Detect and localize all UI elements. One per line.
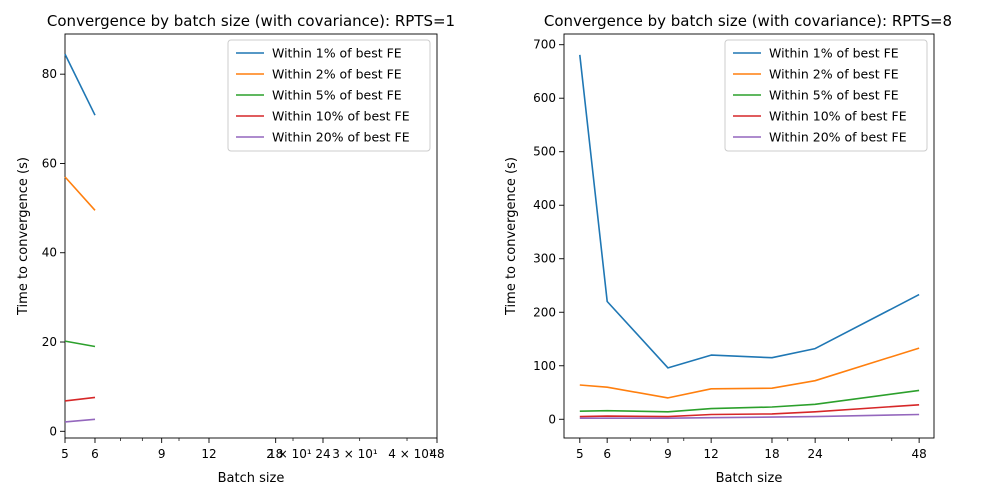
- y-tick-label: 200: [533, 305, 556, 319]
- series-line-2: [64, 176, 96, 211]
- series-line-1: [64, 53, 96, 116]
- series-line-3: [579, 389, 920, 413]
- series-line-4: [64, 396, 96, 402]
- x-tick-label: 24: [315, 447, 330, 461]
- legend-label: Within 1% of best FE: [272, 46, 402, 61]
- legend-label: Within 20% of best FE: [272, 130, 410, 145]
- x-tick-label: 9: [158, 447, 166, 461]
- y-tick-label: 0: [49, 424, 57, 438]
- x-tick-label: 6: [603, 447, 611, 461]
- x-tick-label-overlap: 3 × 10¹: [332, 447, 378, 461]
- y-tick-label: 400: [533, 198, 556, 212]
- legend-label: Within 20% of best FE: [769, 130, 907, 145]
- x-tick-label: 12: [201, 447, 216, 461]
- y-tick-label: 500: [533, 145, 556, 159]
- y-axis-label: Time to convergence (s): [16, 157, 31, 316]
- y-tick-label: 100: [533, 359, 556, 373]
- chart-2: Convergence by batch size (with covarian…: [504, 12, 952, 486]
- x-tick-label-overlap: 4 × 10¹: [388, 447, 434, 461]
- y-tick-label: 60: [42, 156, 57, 170]
- series-line-3: [64, 340, 96, 348]
- y-tick-label: 40: [42, 246, 57, 260]
- x-tick-label: 5: [61, 447, 69, 461]
- x-tick-label: 24: [808, 447, 823, 461]
- x-tick-label: 6: [91, 447, 99, 461]
- legend-label: Within 5% of best FE: [769, 88, 899, 103]
- legend-label: Within 5% of best FE: [272, 88, 402, 103]
- x-tick-label: 18: [764, 447, 779, 461]
- series-line-5: [579, 413, 920, 420]
- y-tick-label: 20: [42, 335, 57, 349]
- x-tick-label: 48: [429, 447, 444, 461]
- legend-label: Within 10% of best FE: [769, 109, 907, 124]
- x-tick-label: 48: [911, 447, 926, 461]
- series-line-2: [579, 347, 920, 399]
- plot-frame: [64, 33, 438, 439]
- series-line-5: [64, 418, 96, 423]
- legend-box: [724, 39, 928, 152]
- y-tick-label: 700: [533, 38, 556, 52]
- chart-title: Convergence by batch size (with covarian…: [47, 12, 455, 30]
- series-line-4: [579, 404, 920, 418]
- y-tick-label: 80: [42, 67, 57, 81]
- plot-frame: [563, 33, 935, 439]
- legend-box: [227, 39, 431, 152]
- legend-label: Within 2% of best FE: [272, 67, 402, 82]
- y-tick-label: 300: [533, 252, 556, 266]
- x-tick-label: 9: [664, 447, 672, 461]
- x-axis-label: Batch size: [716, 471, 783, 486]
- y-axis-label: Time to convergence (s): [504, 157, 519, 316]
- chart-title: Convergence by batch size (with covarian…: [544, 12, 952, 30]
- x-axis-label: Batch size: [218, 471, 285, 486]
- legend-label: Within 1% of best FE: [769, 46, 899, 61]
- y-tick-label: 600: [533, 91, 556, 105]
- chart-1: Convergence by batch size (with covarian…: [16, 12, 455, 486]
- x-tick-label-overlap: 2 × 10¹: [266, 447, 312, 461]
- y-tick-label: 0: [548, 412, 556, 426]
- x-tick-label: 12: [704, 447, 719, 461]
- x-tick-label: 5: [576, 447, 584, 461]
- series-line-1: [579, 54, 920, 369]
- legend-label: Within 2% of best FE: [769, 67, 899, 82]
- legend-label: Within 10% of best FE: [272, 109, 410, 124]
- x-tick-label: 18: [268, 447, 283, 461]
